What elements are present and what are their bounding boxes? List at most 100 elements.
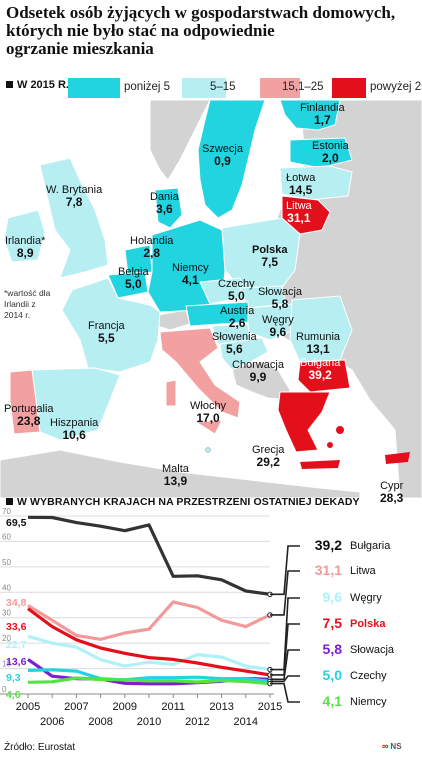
publisher-logo: ∞ NS bbox=[382, 741, 402, 751]
label-cyprus: Cypr 28,3 bbox=[380, 480, 404, 505]
series-end-value: 5,0 bbox=[323, 667, 343, 683]
label-ireland: Irlandia* 8,9 bbox=[5, 235, 46, 260]
map-footnote: *wartość dla Irlandii z 2014 r. bbox=[4, 288, 51, 320]
series-name-label: Litwa bbox=[350, 565, 377, 577]
country-sicily bbox=[194, 419, 223, 435]
legend-label-above25: powyżej 25 bbox=[370, 81, 422, 93]
map-subtitle-text: W 2015 R. bbox=[17, 79, 69, 91]
y-tick-label: 50 bbox=[2, 558, 11, 567]
label-greece: Grecja 29,2 bbox=[252, 444, 285, 469]
series-end-value: 7,5 bbox=[323, 615, 343, 631]
series-line-Polska bbox=[27, 607, 271, 677]
country-malta bbox=[205, 447, 211, 453]
series-end-value: 39,2 bbox=[315, 537, 342, 553]
series-end-value: 9,6 bbox=[323, 589, 343, 605]
series-name-label: Słowacja bbox=[350, 644, 395, 656]
country-cyprus bbox=[385, 452, 410, 464]
series-end-value: 5,8 bbox=[323, 641, 343, 657]
label-romania: Rumunia 13,1 bbox=[296, 331, 341, 356]
country-estonia bbox=[289, 137, 353, 169]
y-tick-label: 60 bbox=[2, 532, 11, 541]
x-tick-label: 2010 bbox=[137, 716, 161, 728]
legend-swatch-above25 bbox=[332, 78, 366, 98]
start-value-label: 34,8 bbox=[6, 597, 27, 609]
legend-swatch-below5 bbox=[68, 78, 120, 98]
x-tick-label: 2015 bbox=[258, 701, 282, 713]
label-slovakia: Słowacja 5,8 bbox=[258, 286, 303, 311]
chart-subtitle-text: W WYBRANYCH KRAJACH NA PRZESTRZENI OSTAT… bbox=[17, 496, 360, 508]
label-finland: Finlandia 1,7 bbox=[300, 102, 345, 127]
label-netherlands: Holandia 2,8 bbox=[130, 235, 174, 260]
label-portugal: Portugalia 23,8 bbox=[4, 403, 54, 428]
title-line-3: ogrzanie mieszkania bbox=[6, 39, 154, 58]
label-czechia: Czechy 5,0 bbox=[218, 278, 255, 303]
land-norway bbox=[149, 100, 211, 181]
legend-swatch-15-25 bbox=[260, 78, 300, 98]
country-latvia bbox=[279, 165, 353, 201]
y-tick-label: 30 bbox=[2, 609, 11, 618]
series-name-label: Polska bbox=[350, 618, 386, 630]
series-line-Węgry bbox=[27, 634, 271, 672]
label-germany: Niemcy 4,1 bbox=[172, 262, 209, 287]
series-name-label: Czechy bbox=[350, 670, 387, 682]
start-value-label: 4,6 bbox=[6, 689, 21, 701]
label-hungary: Węgry 9,6 bbox=[262, 314, 294, 339]
y-tick-label: 10 bbox=[2, 660, 11, 669]
logo-mark-icon: ∞ bbox=[382, 741, 389, 751]
country-ireland bbox=[3, 209, 46, 263]
legend-label-15-25: 15,1–25 bbox=[282, 81, 324, 93]
country-crete bbox=[300, 460, 340, 469]
logo-text: NS bbox=[390, 742, 402, 751]
start-value-label: 9,3 bbox=[6, 672, 21, 684]
start-value-label: 33,6 bbox=[6, 621, 27, 633]
legend-swatch-5-15 bbox=[182, 78, 226, 98]
country-sardinia bbox=[165, 379, 177, 407]
greek-island bbox=[336, 426, 344, 434]
country-portugal bbox=[9, 369, 41, 435]
x-tick-label: 2012 bbox=[185, 716, 209, 728]
label-belgium: Belgia 5,0 bbox=[118, 266, 149, 291]
x-tick-label: 2007 bbox=[64, 701, 88, 713]
map-subtitle: W 2015 R. bbox=[6, 79, 69, 91]
series-name-label: Niemcy bbox=[350, 696, 387, 708]
series-line-Litwa bbox=[27, 600, 271, 641]
label-estonia: Estonia 2,0 bbox=[312, 140, 349, 165]
series-end-value: 4,1 bbox=[323, 693, 343, 709]
leader-line bbox=[270, 675, 300, 683]
chart-title: Odsetek osób żyjących w gospodarstwach d… bbox=[6, 4, 416, 58]
source-note: Źródło: Eurostat bbox=[4, 742, 76, 753]
label-spain: Hiszpania 10,6 bbox=[50, 417, 99, 442]
chart-subtitle: W WYBRANYCH KRAJACH NA PRZESTRZENI OSTAT… bbox=[6, 496, 360, 508]
leader-line bbox=[270, 597, 300, 671]
country-uk bbox=[39, 157, 109, 279]
label-lithuania: Litwa 31,1 bbox=[286, 200, 312, 225]
country-france bbox=[61, 277, 161, 373]
country-bulgaria bbox=[297, 359, 351, 393]
x-tick-label: 2006 bbox=[40, 716, 64, 728]
x-tick-label: 2011 bbox=[161, 701, 185, 713]
y-tick-label: 40 bbox=[2, 583, 11, 592]
x-tick-label: 2005 bbox=[16, 701, 40, 713]
leader-line bbox=[270, 570, 300, 616]
start-value-label: 22,7 bbox=[6, 639, 27, 651]
label-france: Francja 5,5 bbox=[88, 320, 125, 345]
label-latvia: Łotwa 14,5 bbox=[286, 172, 316, 197]
greek-island bbox=[327, 442, 333, 448]
series-line-Czechy bbox=[27, 668, 271, 683]
x-tick-label: 2014 bbox=[234, 716, 258, 728]
series-name-label: Węgry bbox=[350, 592, 382, 604]
label-malta: Malta 13,9 bbox=[162, 463, 189, 488]
leader-line bbox=[270, 682, 300, 703]
start-value-label: 13,6 bbox=[6, 656, 27, 668]
bullet-square-icon bbox=[6, 498, 13, 505]
y-tick-label: 0 bbox=[2, 685, 7, 694]
series-line-Niemcy bbox=[27, 676, 271, 686]
country-denmark bbox=[154, 187, 183, 229]
title-line-2: których nie było stać na odpowiednie bbox=[6, 21, 275, 40]
series-end-value: 31,1 bbox=[315, 562, 342, 578]
label-sweden: Szwecja 0,9 bbox=[202, 143, 243, 168]
legend-label-below5: poniżej 5 bbox=[124, 81, 171, 93]
leader-line bbox=[270, 649, 300, 681]
label-poland: Polska 7,5 bbox=[252, 244, 288, 269]
label-austria: Austria 2,6 bbox=[220, 305, 255, 330]
